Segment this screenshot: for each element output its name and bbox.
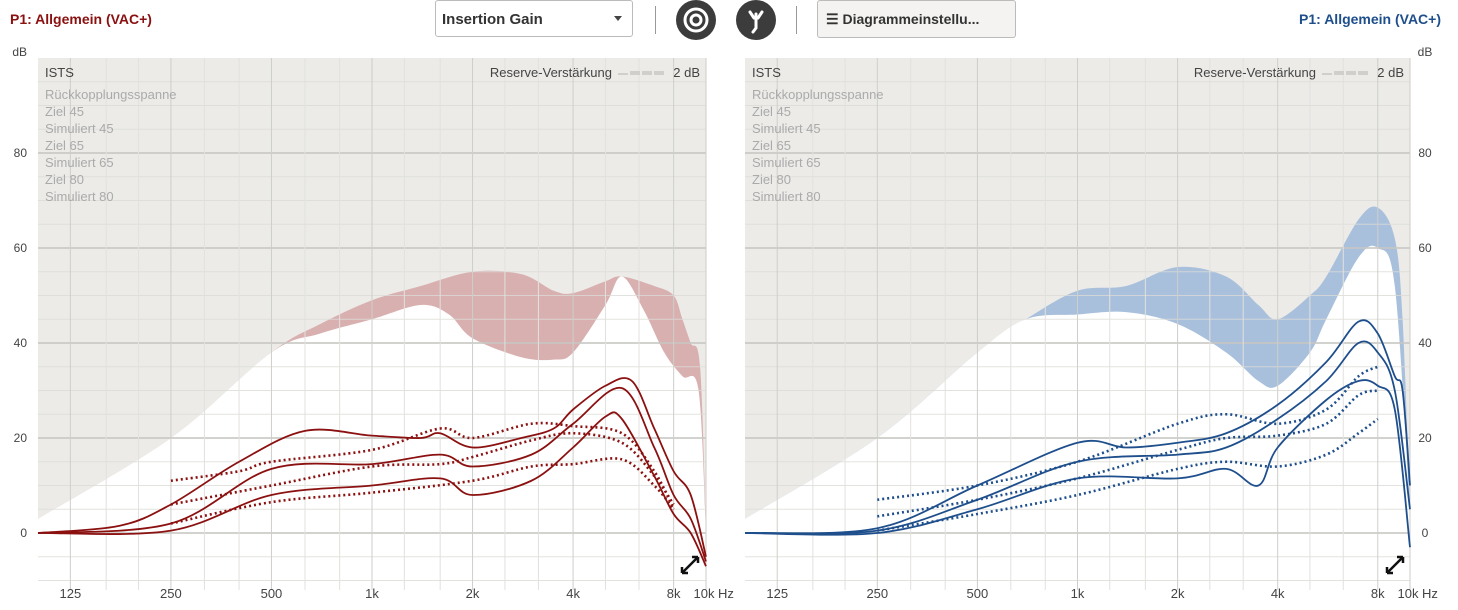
reserve-gain-swatch — [654, 71, 664, 75]
left-program-title: P1: Allgemein (VAC+) — [10, 11, 152, 27]
sound-source-icon — [748, 10, 764, 34]
chart-right: 125 250 500 1k 2k 4k 8k 10k Hz 0 20 40 60 80 dB ISTS Res… — [744, 45, 1438, 601]
x-tick-label: 10k — [1398, 586, 1419, 601]
reserve-gain-value: 2 dB — [1377, 65, 1404, 80]
series-simuliert-65 — [744, 340, 1411, 535]
reserve-gain-swatch — [1334, 71, 1344, 75]
legend-entry: Ziel 80 — [45, 172, 84, 187]
x-tick-label: 8k — [1371, 586, 1385, 601]
x-tick-label: 2k — [466, 586, 480, 601]
series-ziel-65 — [170, 431, 675, 506]
series-ziel-45 — [170, 457, 675, 525]
x-tick-label: 2k — [1171, 586, 1185, 601]
legend-entry: Simuliert 45 — [752, 121, 821, 136]
series-simuliert-65 — [37, 387, 707, 562]
y-tick-label: 60 — [14, 241, 28, 255]
x-tick-label: 500 — [261, 586, 283, 601]
reserve-gain-swatch — [1322, 73, 1332, 75]
legend-entry: Simuliert 65 — [45, 155, 114, 170]
y-tick-label: 60 — [1418, 241, 1432, 255]
expand-arrow — [680, 555, 700, 575]
x-tick-label: 8k — [667, 586, 681, 601]
reserve-gain-swatch — [618, 73, 628, 75]
divider — [796, 6, 797, 34]
view-select[interactable]: Insertion Gain — [435, 0, 633, 37]
reserve-gain-swatch — [1358, 71, 1368, 75]
legend-entry: Rückkopplungsspanne — [752, 87, 884, 102]
y-tick-label: 0 — [20, 526, 27, 540]
sound-source-button[interactable] — [736, 0, 776, 40]
legend-entry: Ziel 45 — [45, 104, 84, 119]
divider — [655, 6, 656, 34]
view-select-value: Insertion Gain — [442, 11, 543, 28]
right-program-title: P1: Allgemein (VAC+) — [1299, 11, 1441, 27]
x-tick-label: 125 — [60, 586, 82, 601]
y-tick-label: 20 — [14, 431, 28, 445]
chart-settings-button[interactable]: ☰ Diagrammeinstellu... — [817, 0, 1016, 38]
y-tick-label: 0 — [1422, 526, 1429, 540]
legend-entry: Rückkopplungsspanne — [45, 87, 177, 102]
chevron-down-icon — [614, 16, 622, 21]
legend-entry: Simuliert 80 — [752, 189, 821, 204]
expand-icon[interactable] — [1385, 555, 1405, 575]
legend-entry: Ziel 65 — [752, 138, 791, 153]
x-axis-unit: Hz — [1422, 586, 1438, 601]
reserve-gain-label: Reserve-Verstärkung — [490, 65, 612, 80]
x-tick-label: 250 — [866, 586, 888, 601]
x-axis-unit: Hz — [718, 586, 734, 601]
series-ziel-80 — [170, 421, 675, 510]
legend-entry: Simuliert 45 — [45, 121, 114, 136]
reserve-gain-value: 2 dB — [673, 65, 700, 80]
expand-icon[interactable] — [680, 555, 700, 575]
y-tick-label: 80 — [14, 146, 28, 160]
y-tick-label: 40 — [14, 336, 28, 350]
y-tick-label: 20 — [1418, 431, 1432, 445]
reserve-gain-swatch — [630, 71, 640, 75]
x-tick-label: 250 — [160, 586, 182, 601]
signal-label: ISTS — [752, 65, 781, 80]
y-tick-label: 40 — [1418, 336, 1432, 350]
legend-entry: Ziel 80 — [752, 172, 791, 187]
chart-left: 125 250 500 1k 2k 4k 8k 10k Hz 0 20 40 60 80 dB ISTS Res… — [12, 45, 734, 601]
y-axis-unit: dB — [1418, 45, 1433, 59]
x-tick-label: 500 — [967, 586, 989, 601]
menu-icon: ☰ — [826, 11, 839, 27]
y-axis-unit: dB — [12, 45, 27, 59]
reserve-gain-label: Reserve-Verstärkung — [1194, 65, 1316, 80]
target-button[interactable] — [676, 0, 716, 40]
series-ziel-80 — [877, 365, 1379, 502]
series-simuliert-45 — [744, 379, 1411, 548]
series-simuliert-80 — [744, 319, 1411, 535]
reserve-gain-swatch — [642, 71, 652, 75]
expand-arrow — [1385, 555, 1405, 575]
x-tick-label: 125 — [766, 586, 788, 601]
x-tick-label: 10k — [694, 586, 715, 601]
legend-entry: Ziel 65 — [45, 138, 84, 153]
legend-entry: Ziel 45 — [752, 104, 791, 119]
x-tick-label: 4k — [566, 586, 580, 601]
legend-entry: Simuliert 80 — [45, 189, 114, 204]
target-icon — [683, 7, 709, 33]
x-tick-label: 1k — [365, 586, 379, 601]
x-tick-label: 1k — [1071, 586, 1085, 601]
x-tick-label: 4k — [1271, 586, 1285, 601]
reserve-gain-swatch — [1346, 71, 1356, 75]
y-tick-label: 80 — [1418, 146, 1432, 160]
signal-label: ISTS — [45, 65, 74, 80]
chart-settings-label: Diagrammeinstellu... — [842, 11, 980, 27]
legend-entry: Simuliert 65 — [752, 155, 821, 170]
